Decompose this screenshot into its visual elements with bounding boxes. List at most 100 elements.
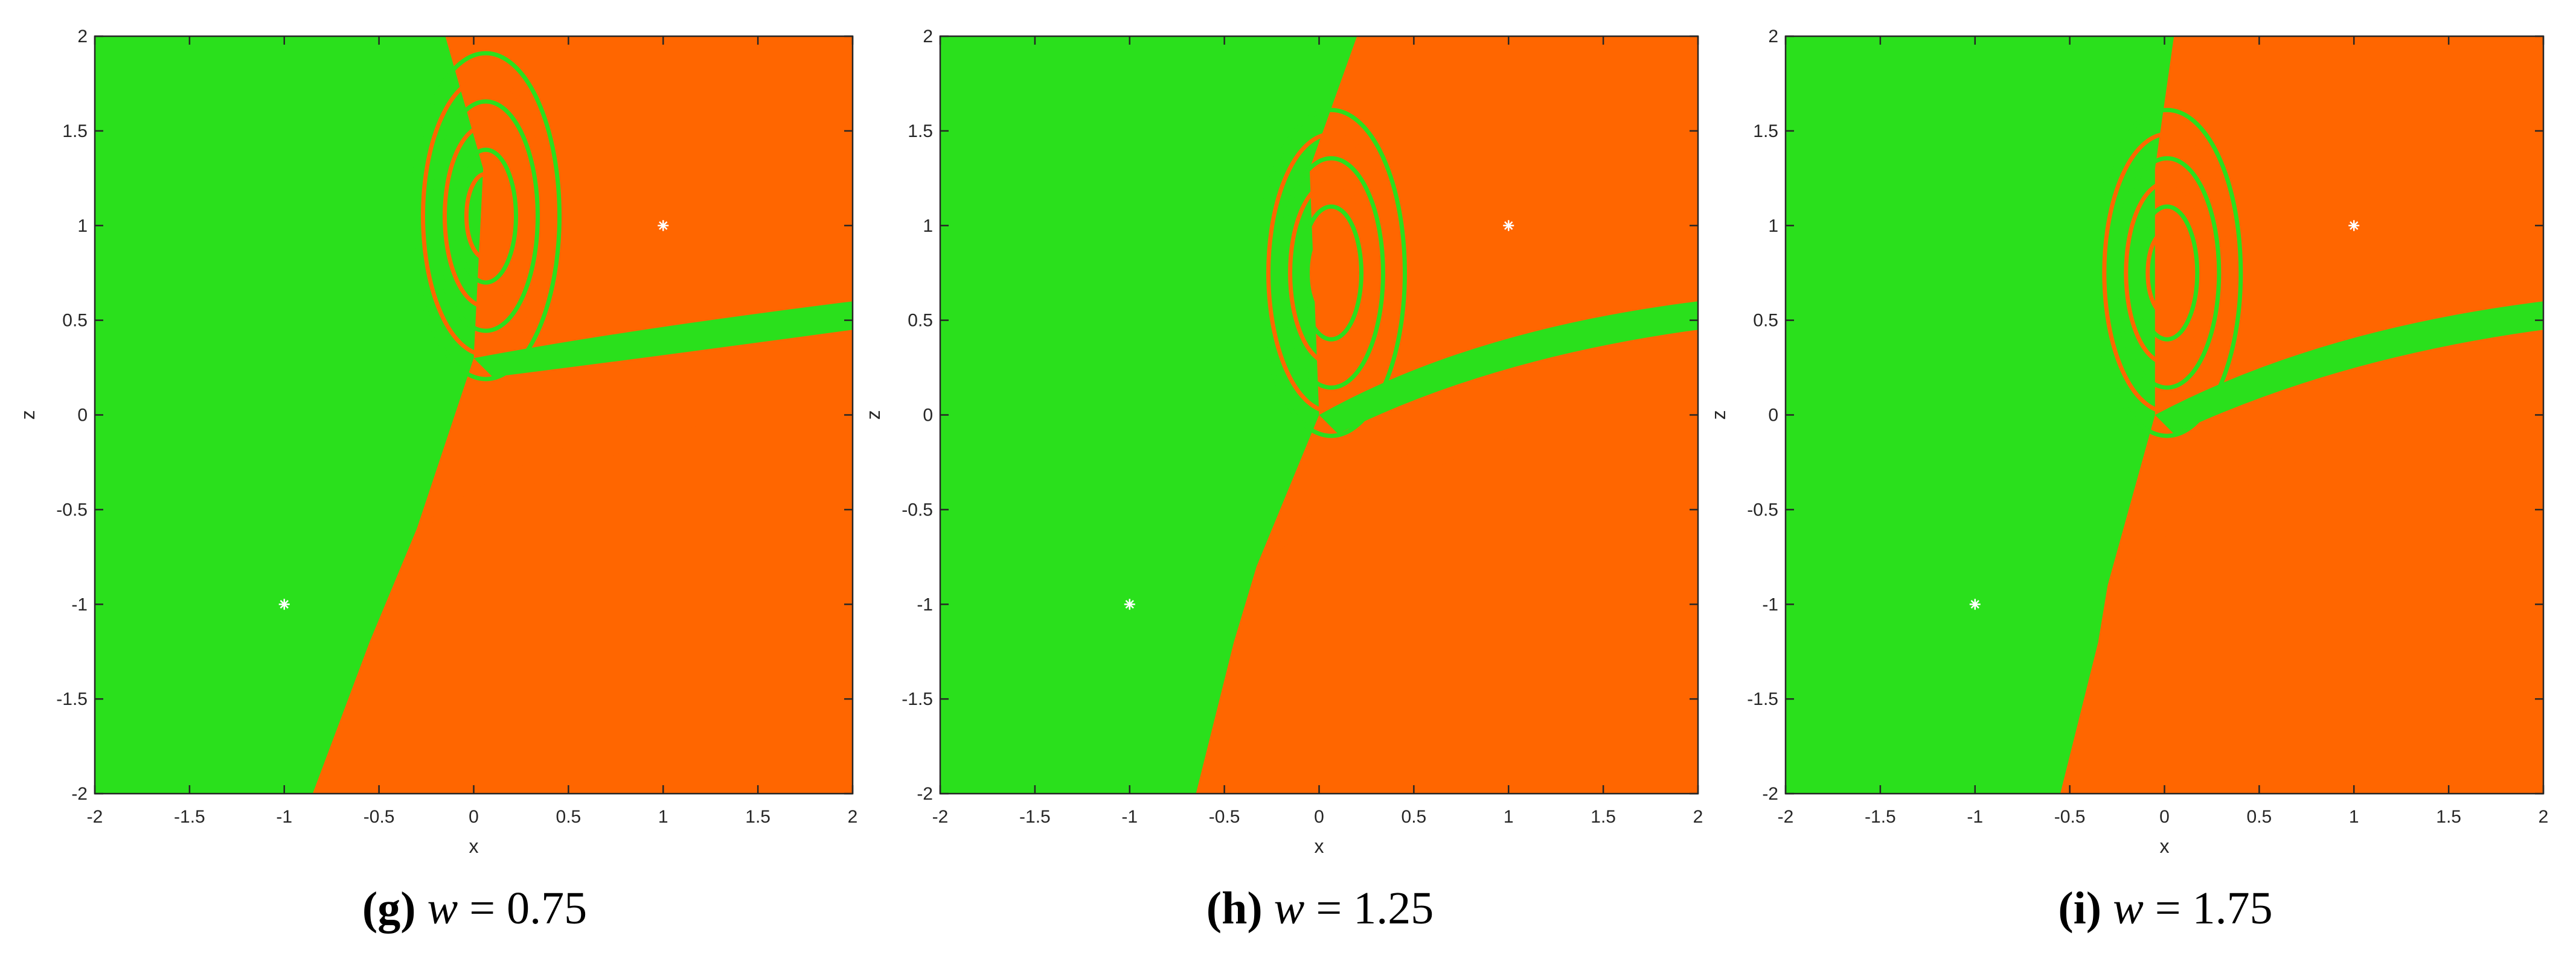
x-tick-label: 0 — [469, 807, 479, 827]
filament-loop — [1255, 107, 1407, 438]
basin-green — [95, 36, 484, 794]
x-axis-label: x — [2160, 835, 2170, 857]
x-tick-label: 1 — [2349, 807, 2359, 827]
y-tick-label: 1 — [77, 216, 88, 236]
x-tick-label: 0.5 — [2247, 807, 2272, 827]
y-tick-label: 1.5 — [1753, 121, 1778, 141]
caption-value: 0.75 — [507, 883, 588, 934]
y-tick-label: 1 — [1768, 216, 1778, 236]
x-axis-label: x — [1315, 835, 1324, 857]
x-tick-label: 0.5 — [1402, 807, 1427, 827]
x-tick-label: -0.5 — [1209, 807, 1240, 827]
y-tick-label: 0 — [77, 406, 88, 425]
filament-loop — [2135, 204, 2200, 342]
filament-loop — [1277, 156, 1385, 390]
x-tick-label: -1 — [1967, 807, 1983, 827]
filament-wedge — [2107, 405, 2392, 585]
y-tick-label: 2 — [77, 27, 88, 46]
filament-loop — [443, 123, 529, 309]
caption-value: 1.25 — [1353, 883, 1434, 934]
y-tick-label: 0.5 — [62, 311, 88, 331]
x-tick-label: 0 — [2159, 807, 2170, 827]
filament-loop — [2145, 228, 2189, 317]
filament-loop — [421, 75, 551, 357]
caption-letter: (g) — [362, 883, 416, 934]
basin-plot-i: -2 -1.5 -1 -0.5 0 0.5 1 1.5 2 -2 -1.5 -1 -0.5 0 0.5 1 1.… — [1708, 27, 2549, 857]
filament-wedge — [417, 405, 701, 529]
basin-filaments — [1255, 107, 1698, 567]
y-tick-label: 1 — [923, 216, 933, 236]
x-tick-label: 2 — [848, 807, 858, 827]
y-tick-label: 2 — [923, 27, 933, 46]
filament-loop — [1288, 180, 1374, 366]
filament-tongue — [2155, 301, 2543, 434]
x-tick-label: -2 — [1778, 807, 1794, 827]
attractor-marker — [1969, 599, 1981, 610]
x-tick-label: 0 — [1314, 807, 1324, 827]
attractor-marker — [1503, 220, 1514, 231]
caption-letter: (h) — [1206, 883, 1263, 934]
filament-loop — [2124, 180, 2211, 366]
attractor-marker — [658, 220, 669, 231]
y-tick-label: -0.5 — [1747, 500, 1778, 520]
panel-i: -2 -1.5 -1 -0.5 0 0.5 1 1.5 2 -2 -1.5 -1 -0.5 0 0.5 1 1.… — [1691, 0, 2548, 875]
x-tick-label: -1 — [1121, 807, 1138, 827]
x-axis-label: x — [469, 835, 479, 857]
x-tick-label: 2 — [2539, 807, 2549, 827]
basin-filaments — [410, 51, 853, 529]
basin-plot-g: -2 -1.5 -1 -0.5 0 0.5 1 1.5 2 -2 -1.5 -1 -0.5 0 0.5 1 1.… — [17, 27, 858, 857]
y-tick-label: -1.5 — [1747, 689, 1778, 709]
y-tick-label: -1 — [1762, 594, 1778, 614]
caption-variable: w — [427, 883, 458, 934]
y-tick-label: -1.5 — [902, 689, 933, 709]
y-tick-label: -2 — [71, 784, 88, 804]
x-tick-label: 0.5 — [556, 807, 582, 827]
caption-equals: = — [2143, 883, 2193, 934]
y-tick-label: 0 — [923, 406, 933, 425]
basin-filaments — [2091, 107, 2543, 585]
caption-g: (g) w = 0.75 — [52, 882, 897, 935]
x-tick-label: -0.5 — [2054, 807, 2086, 827]
basin-green — [1786, 36, 2174, 794]
x-tick-label: -2 — [87, 807, 103, 827]
filament-loop — [1299, 204, 1363, 342]
y-tick-label: -2 — [1762, 784, 1778, 804]
x-tick-label: -1 — [276, 807, 292, 827]
x-tick-label: 1.5 — [745, 807, 771, 827]
panel-g: -2 -1.5 -1 -0.5 0 0.5 1 1.5 2 -2 -1.5 -1 -0.5 0 0.5 1 1.… — [0, 0, 857, 875]
y-tick-label: -2 — [917, 784, 933, 804]
caption-letter: (i) — [2058, 883, 2102, 934]
y-axis-label: z — [862, 410, 884, 420]
y-tick-label: 1.5 — [908, 121, 933, 141]
filament-loop — [453, 147, 518, 285]
filament-tongue — [473, 301, 853, 377]
caption-i: (i) w = 1.75 — [1743, 882, 2576, 935]
x-tick-label: 1.5 — [2436, 807, 2461, 827]
y-tick-label: -0.5 — [56, 500, 88, 520]
x-tick-label: 1 — [1504, 807, 1514, 827]
caption-variable: w — [1274, 883, 1305, 934]
caption-equals: = — [1304, 883, 1354, 934]
caption-variable: w — [2113, 883, 2144, 934]
caption-h: (h) w = 1.25 — [897, 882, 1743, 935]
x-tick-label: 1.5 — [1591, 807, 1616, 827]
filament-loop — [1310, 228, 1353, 317]
caption-equals: = — [458, 883, 507, 934]
basin-green — [940, 36, 1357, 794]
x-tick-label: -0.5 — [364, 807, 395, 827]
y-tick-label: 2 — [1768, 27, 1778, 46]
y-tick-label: -0.5 — [902, 500, 933, 520]
y-axis-label: z — [1708, 410, 1729, 420]
y-axis-label: z — [17, 410, 39, 420]
filament-loop — [410, 51, 562, 381]
y-tick-label: 0.5 — [1753, 311, 1778, 331]
filament-loop — [2113, 156, 2222, 390]
y-tick-label: 0 — [1768, 406, 1778, 425]
x-tick-label: 2 — [1693, 807, 1703, 827]
attractor-marker — [278, 599, 290, 610]
x-tick-label: -1.5 — [1865, 807, 1896, 827]
attractor-marker — [1124, 599, 1135, 610]
x-tick-label: -1.5 — [1019, 807, 1051, 827]
y-tick-label: -1.5 — [56, 689, 88, 709]
